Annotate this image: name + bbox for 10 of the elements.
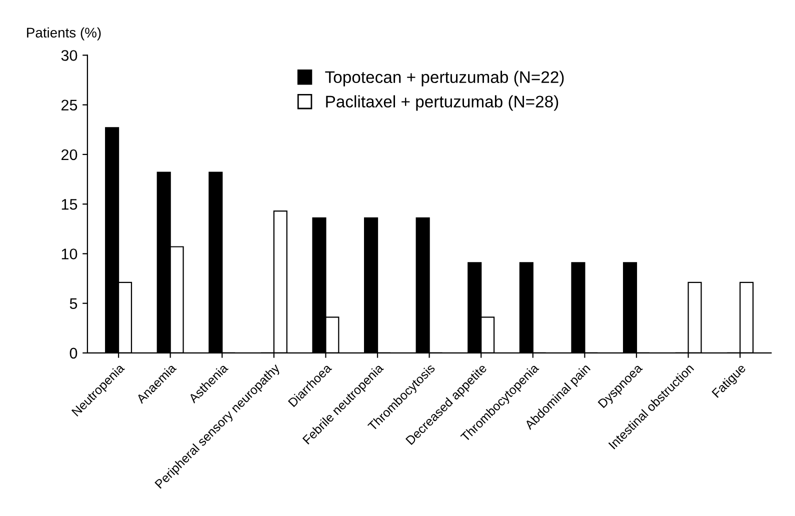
y-tick-label: 0 <box>70 348 78 359</box>
y-tick-label: 15 <box>62 199 78 210</box>
legend-label: Topotecan + pertuzumab (N=22) <box>325 70 564 86</box>
y-tick-label: 25 <box>62 100 78 111</box>
y-axis-title: Patients (%) <box>27 27 101 40</box>
y-tick-label: 30 <box>61 50 78 61</box>
y-tick-label: 20 <box>62 149 78 160</box>
legend-label: Paclitaxel + pertuzumab (N=28) <box>326 95 558 111</box>
y-tick-label: 5 <box>70 298 78 310</box>
y-tick-label: 10 <box>62 248 78 260</box>
